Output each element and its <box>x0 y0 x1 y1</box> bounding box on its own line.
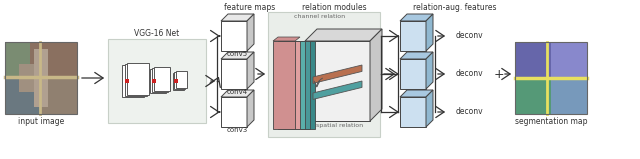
Bar <box>127 63 149 95</box>
Bar <box>125 79 129 83</box>
Text: deconv: deconv <box>456 69 484 79</box>
Bar <box>173 79 177 83</box>
Polygon shape <box>400 52 433 59</box>
Polygon shape <box>400 90 433 97</box>
Bar <box>152 68 168 92</box>
Polygon shape <box>273 37 300 41</box>
Bar <box>174 72 185 89</box>
Polygon shape <box>313 65 362 83</box>
Polygon shape <box>283 41 305 129</box>
Text: channel relation: channel relation <box>294 14 345 20</box>
Polygon shape <box>426 52 433 89</box>
Polygon shape <box>400 21 426 51</box>
Bar <box>125 64 147 96</box>
FancyBboxPatch shape <box>268 12 380 137</box>
Bar <box>122 65 144 97</box>
Polygon shape <box>370 29 382 121</box>
Polygon shape <box>305 41 370 121</box>
Polygon shape <box>288 41 310 129</box>
Bar <box>152 79 156 83</box>
Bar <box>30 42 77 78</box>
Polygon shape <box>221 90 254 97</box>
Bar <box>150 69 166 93</box>
Polygon shape <box>400 59 426 89</box>
Polygon shape <box>221 21 247 51</box>
Bar <box>34 49 48 107</box>
Text: relation modules: relation modules <box>301 3 366 11</box>
Polygon shape <box>293 41 315 129</box>
Text: deconv: deconv <box>456 107 484 117</box>
Polygon shape <box>313 81 362 99</box>
FancyBboxPatch shape <box>108 39 206 123</box>
Polygon shape <box>426 14 433 51</box>
Polygon shape <box>305 29 382 41</box>
Text: conv5: conv5 <box>227 51 248 57</box>
Polygon shape <box>221 52 254 59</box>
Polygon shape <box>221 97 247 127</box>
Text: feature maps: feature maps <box>225 3 276 11</box>
Polygon shape <box>221 14 254 21</box>
Polygon shape <box>221 59 247 89</box>
Text: conv4: conv4 <box>227 89 248 95</box>
Bar <box>5 42 77 114</box>
Bar <box>515 42 551 78</box>
Bar <box>19 64 41 92</box>
Bar <box>173 73 184 90</box>
Bar <box>5 78 41 114</box>
Text: VGG-16 Net: VGG-16 Net <box>134 30 180 38</box>
Bar <box>41 78 77 114</box>
Bar <box>5 42 30 78</box>
Polygon shape <box>426 90 433 127</box>
Polygon shape <box>278 41 300 129</box>
Polygon shape <box>273 41 295 129</box>
Bar <box>515 78 551 114</box>
Text: spatial relation: spatial relation <box>316 124 363 128</box>
Bar <box>551 42 587 78</box>
Bar <box>551 78 587 114</box>
Polygon shape <box>247 14 254 51</box>
Polygon shape <box>247 52 254 89</box>
Text: +: + <box>493 68 504 80</box>
Text: deconv: deconv <box>456 31 484 41</box>
Text: input image: input image <box>18 118 64 127</box>
Text: conv3: conv3 <box>227 127 248 133</box>
Polygon shape <box>400 14 433 21</box>
Polygon shape <box>247 90 254 127</box>
Bar <box>154 67 170 91</box>
Bar <box>515 42 587 114</box>
Polygon shape <box>400 97 426 127</box>
Bar <box>175 71 186 88</box>
Text: relation-aug. features: relation-aug. features <box>413 3 497 11</box>
Text: segmentation map: segmentation map <box>515 118 588 127</box>
